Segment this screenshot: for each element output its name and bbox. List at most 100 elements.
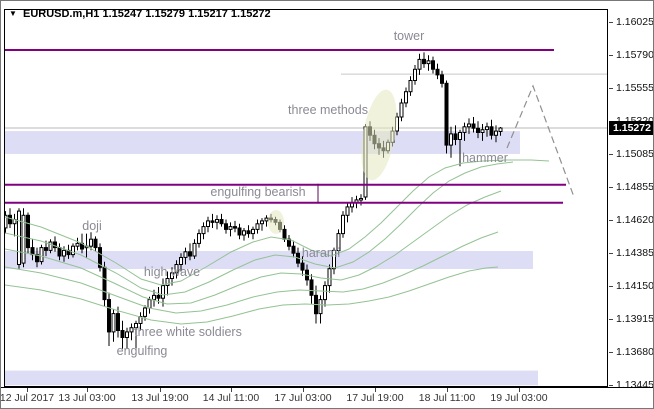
candle bbox=[399, 98, 404, 122]
price-tick bbox=[609, 22, 613, 24]
candle bbox=[471, 117, 476, 133]
candle bbox=[453, 125, 458, 146]
candle bbox=[93, 236, 98, 252]
candle bbox=[111, 309, 116, 342]
pattern-label-tower: tower bbox=[393, 29, 425, 43]
candle bbox=[107, 292, 111, 346]
candle bbox=[192, 239, 197, 259]
price-axis-label: 1.15790 bbox=[616, 49, 654, 62]
candle bbox=[197, 229, 201, 248]
price-axis[interactable]: 1.160251.157901.155551.153201.150851.148… bbox=[609, 1, 654, 391]
candle bbox=[255, 219, 260, 234]
ma4-line bbox=[5, 231, 499, 314]
candle bbox=[206, 216, 210, 233]
pattern-label-engulfing-bearish: engulfing bearish bbox=[210, 185, 306, 199]
candle bbox=[21, 208, 26, 268]
candle bbox=[5, 211, 8, 234]
low-support-zone bbox=[5, 370, 538, 386]
price-tick bbox=[609, 285, 613, 287]
time-tick bbox=[375, 388, 376, 392]
pattern-label-doji: doji bbox=[82, 219, 102, 233]
price-tick bbox=[609, 252, 613, 254]
time-axis-label: 14 Jul 11:00 bbox=[202, 392, 260, 404]
candle bbox=[174, 260, 179, 279]
candle bbox=[341, 211, 345, 238]
price-tick bbox=[609, 351, 613, 353]
candle bbox=[129, 323, 134, 341]
plot-contents[interactable] bbox=[3, 49, 608, 386]
candle bbox=[183, 247, 188, 265]
candle bbox=[449, 126, 453, 158]
candle bbox=[120, 320, 125, 349]
candle bbox=[260, 218, 264, 231]
price-axis-label: 1.16025 bbox=[616, 16, 654, 29]
candle bbox=[219, 213, 224, 227]
candle bbox=[188, 243, 192, 261]
candle bbox=[417, 53, 422, 75]
candle bbox=[264, 215, 269, 227]
time-tick bbox=[27, 388, 28, 392]
price-axis-label: 1.15085 bbox=[616, 148, 654, 161]
candle bbox=[17, 208, 21, 269]
ma5-line bbox=[5, 266, 499, 325]
symbol-dropdown-icon[interactable]: ▼ bbox=[9, 9, 17, 18]
time-tick bbox=[519, 388, 520, 392]
candle bbox=[39, 244, 44, 265]
candle bbox=[89, 232, 93, 251]
candle bbox=[291, 240, 296, 258]
price-axis-label: 1.14620 bbox=[616, 213, 654, 226]
candle bbox=[75, 237, 80, 251]
time-axis-label: 19 Jul 03:00 bbox=[490, 392, 548, 404]
price-axis-label: 1.14385 bbox=[616, 246, 654, 259]
time-axis-label: 18 Jul 11:00 bbox=[418, 392, 476, 404]
time-axis-label: 12 Jul 2017 bbox=[0, 392, 55, 404]
candle bbox=[228, 222, 233, 237]
pattern-label-hammer: hammer bbox=[462, 151, 508, 165]
price-axis-label: 1.13915 bbox=[616, 312, 654, 325]
candle bbox=[426, 55, 431, 71]
pattern-label-three-methods: three methods bbox=[288, 103, 368, 117]
candle bbox=[71, 243, 75, 258]
candle bbox=[413, 65, 417, 85]
candle bbox=[462, 122, 467, 141]
candle bbox=[444, 80, 449, 154]
time-axis-label: 17 Jul 03:00 bbox=[274, 392, 332, 404]
pattern-label-three-white-soldiers: three white soldiers bbox=[134, 325, 242, 339]
candle bbox=[332, 247, 336, 275]
candle bbox=[422, 52, 426, 68]
candle bbox=[323, 281, 327, 307]
candle bbox=[224, 219, 228, 234]
candle bbox=[435, 63, 440, 80]
candle bbox=[161, 278, 165, 307]
candle bbox=[134, 320, 138, 355]
candle bbox=[48, 239, 53, 254]
candle bbox=[345, 202, 350, 223]
candle bbox=[431, 56, 435, 74]
candle bbox=[246, 225, 251, 238]
price-tick bbox=[609, 154, 613, 156]
candle bbox=[408, 76, 413, 96]
candle bbox=[215, 215, 219, 230]
time-axis-label: 17 Jul 19:00 bbox=[346, 392, 404, 404]
candle bbox=[458, 129, 462, 167]
candle bbox=[116, 306, 120, 338]
candle bbox=[498, 127, 503, 136]
ma3-line bbox=[5, 190, 502, 305]
candle bbox=[489, 119, 494, 140]
three-methods-highlight bbox=[361, 89, 397, 181]
candle bbox=[201, 222, 206, 240]
time-tick bbox=[447, 388, 448, 392]
candle bbox=[210, 213, 215, 228]
candle bbox=[404, 87, 408, 108]
candle bbox=[35, 247, 39, 268]
candle bbox=[237, 223, 242, 240]
candle bbox=[480, 124, 485, 141]
ohlc-readout: 1.15247 1.15279 1.15217 1.15272 bbox=[102, 8, 271, 20]
time-axis[interactable]: 12 Jul 2017 13 Jul 03:00 13 Jul 19:00 14 Ju… bbox=[0, 387, 653, 408]
candle bbox=[53, 236, 57, 252]
time-tick bbox=[87, 388, 88, 392]
candle bbox=[138, 312, 143, 331]
price-tick bbox=[609, 55, 613, 57]
